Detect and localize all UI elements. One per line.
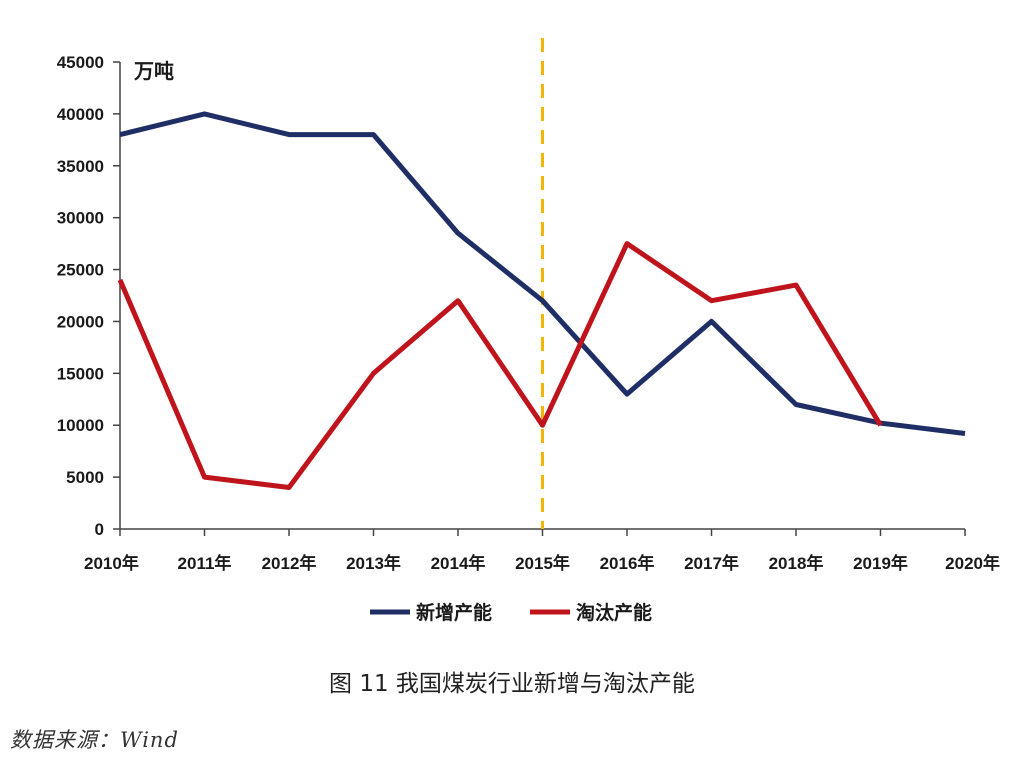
figure-caption: 图 11 我国煤炭行业新增与淘汰产能: [329, 671, 695, 697]
x-tick-label: 2018年: [769, 553, 824, 573]
data-source: 数据来源：Wind: [10, 728, 179, 752]
x-tick-label: 2010年: [84, 553, 139, 573]
line-chart: 0 5000 10000 15000 20000 25000 30000 35000 40000…: [57, 38, 1000, 624]
y-tick-label: 40000: [57, 105, 104, 124]
y-axis: 0 5000 10000 15000 20000 25000 30000 35000 40000…: [57, 53, 121, 539]
x-tick-label: 2017年: [684, 553, 739, 573]
y-tick-label: 10000: [57, 416, 104, 435]
y-tick-label: 45000: [57, 53, 104, 72]
x-tick-label: 2019年: [853, 553, 908, 573]
series-line-1: [119, 111, 966, 436]
legend-label: 淘汰产能: [576, 601, 652, 624]
x-tick-label: 2012年: [262, 553, 317, 573]
x-tick-label: 2014年: [431, 553, 486, 573]
series-lines: [117, 111, 966, 490]
y-unit-label: 万吨: [133, 59, 174, 83]
y-tick-label: 5000: [66, 468, 104, 487]
x-axis: 2010年 2011年 2012年 2013年 2014年 2015年 2016年 2017年…: [84, 528, 1000, 573]
series-line-2: [117, 241, 883, 490]
y-tick-label: 15000: [57, 364, 104, 383]
legend: 新增产能 淘汰产能: [370, 601, 652, 624]
legend-label: 新增产能: [416, 601, 492, 624]
y-tick-label: 0: [95, 520, 104, 539]
y-tick-label: 35000: [57, 157, 104, 176]
x-tick-label: 2016年: [600, 553, 655, 573]
y-tick-label: 20000: [57, 312, 104, 331]
x-tick-label: 2011年: [178, 553, 232, 573]
x-tick-label: 2013年: [346, 553, 401, 573]
x-tick-label: 2020年: [945, 553, 1000, 573]
x-tick-label: 2015年: [515, 553, 570, 573]
y-tick-label: 25000: [57, 261, 104, 280]
y-tick-label: 30000: [57, 209, 104, 228]
